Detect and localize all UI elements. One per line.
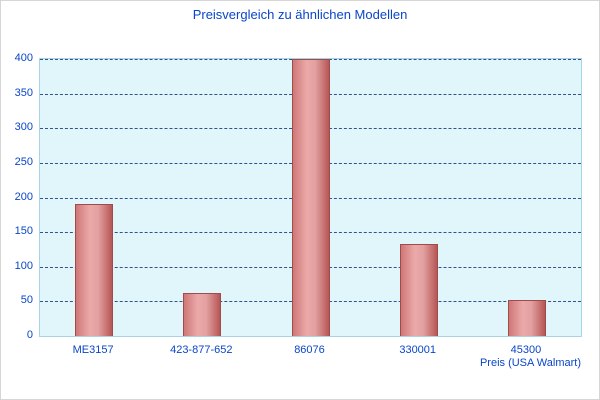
bar-330001	[399, 243, 438, 336]
bar-ME3157	[75, 204, 114, 336]
y-tick-label: 400	[14, 52, 33, 64]
y-tick-label: 350	[14, 86, 33, 99]
y-tick-label: 0	[26, 329, 33, 341]
bar-423-877-652	[183, 293, 222, 336]
bar-45300	[507, 300, 546, 336]
x-tick-label-330001: 330001	[399, 344, 437, 356]
y-tick-label: 100	[14, 259, 33, 272]
x-tick-label-423-877-652: 423-877-652	[170, 344, 233, 356]
chart-title: Preisvergleich zu ähnlichen Modellen	[192, 7, 408, 22]
y-tick-label: 250	[14, 155, 33, 168]
y-tick-label: 50	[20, 294, 33, 307]
x-tick-label-ME3157: ME3157	[72, 344, 114, 356]
x-tick-label-45300: 45300	[510, 344, 542, 356]
plot-area	[39, 58, 582, 337]
bar-86076	[291, 59, 330, 336]
y-tick-label: 200	[14, 190, 33, 203]
y-tick-label: 300	[14, 121, 33, 134]
x-tick-label-86076: 86076	[294, 344, 325, 356]
x-axis-caption: Preis (USA Walmart)	[479, 357, 581, 369]
y-tick-label: 150	[14, 225, 33, 238]
